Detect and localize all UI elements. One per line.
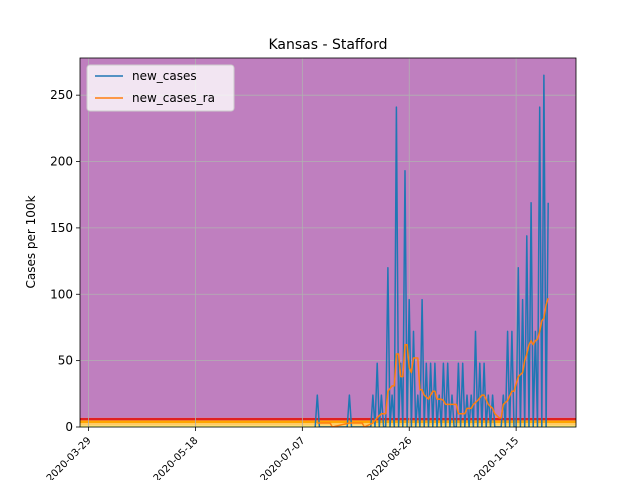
y-tick-label-4: 200 — [50, 155, 73, 169]
legend-label-new-cases-ra: new_cases_ra — [132, 91, 215, 105]
y-tick-label-2: 100 — [50, 287, 73, 301]
y-tick-label-5: 250 — [50, 88, 73, 102]
x-tick-label-3: 2020-08-26 — [365, 435, 414, 480]
y-tick-label-1: 50 — [58, 354, 73, 368]
y-tick-label-0: 0 — [65, 420, 73, 434]
x-tick-label-2: 2020-07-07 — [259, 435, 308, 480]
y-axis-label: Cases per 100k — [24, 195, 38, 288]
series-group — [314, 74, 549, 427]
legend-box — [86, 64, 235, 112]
legend: new_cases new_cases_ra — [86, 64, 235, 112]
y-tick-label-3: 150 — [50, 221, 73, 235]
plot-frame — [79, 57, 577, 428]
series-line-new-cases-ra — [317, 297, 549, 427]
series-line-new-cases — [314, 74, 549, 427]
background-band-1 — [80, 423, 576, 426]
background-band-2 — [80, 420, 576, 424]
x-tick-label-4: 2020-10-15 — [472, 435, 521, 480]
background-band-4 — [80, 58, 576, 418]
x-tick-label-0: 2020-03-29 — [45, 435, 94, 480]
chart-title: Kansas - Stafford — [268, 37, 387, 53]
legend-label-new-cases: new_cases — [132, 69, 197, 83]
background-band-3 — [80, 417, 576, 421]
x-tick-label-1: 2020-05-18 — [152, 435, 201, 480]
